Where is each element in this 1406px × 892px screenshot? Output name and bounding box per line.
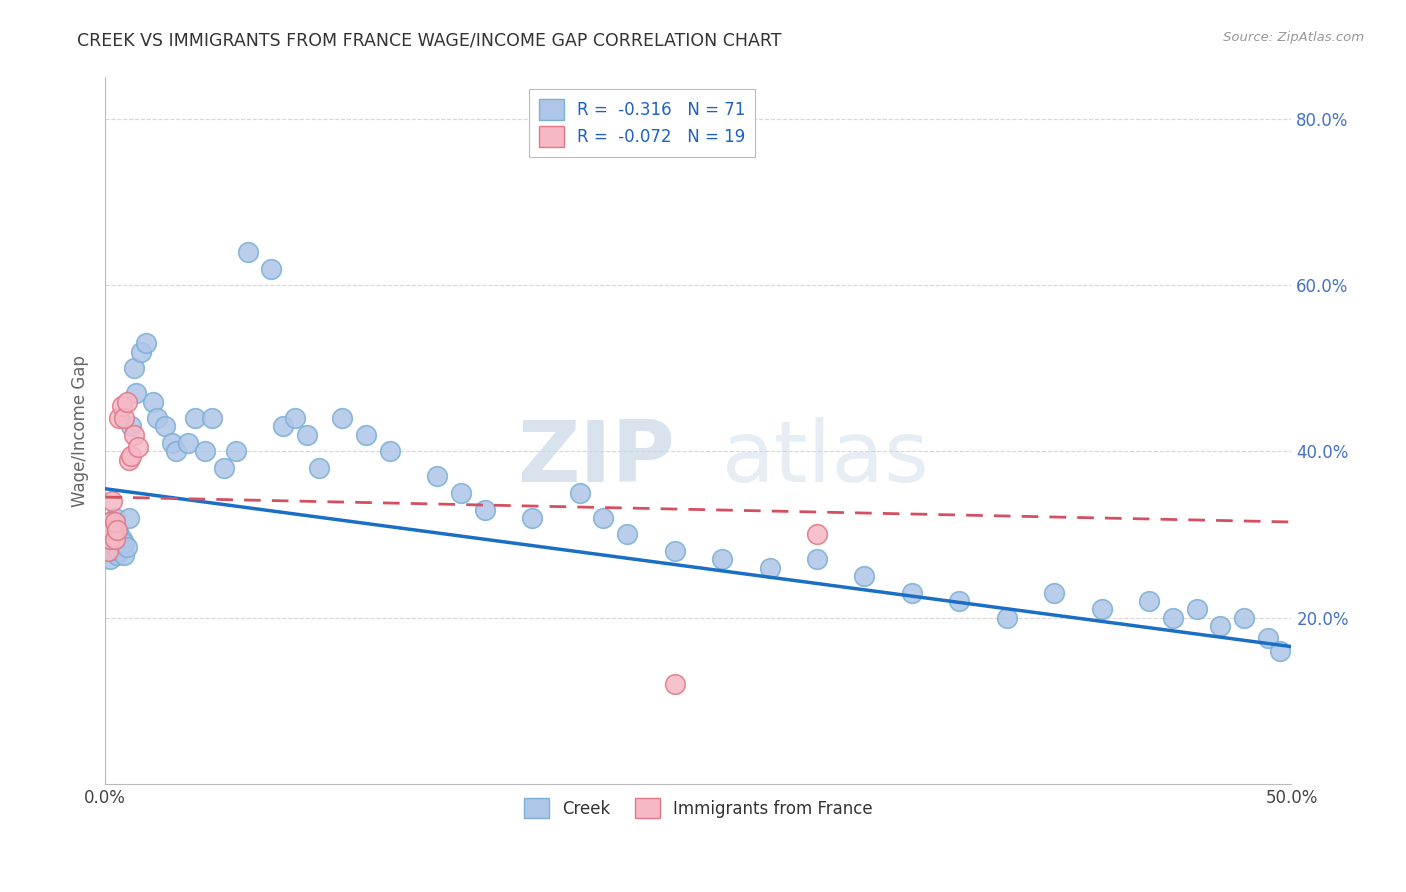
Point — [1257, 632, 1279, 646]
Point — [378, 444, 401, 458]
Point — [101, 532, 124, 546]
Point — [165, 444, 187, 458]
Point — [97, 532, 120, 546]
Point — [568, 486, 591, 500]
Point — [194, 444, 217, 458]
Point — [101, 519, 124, 533]
Point — [664, 677, 686, 691]
Point — [97, 527, 120, 541]
Point — [806, 552, 828, 566]
Point — [105, 524, 128, 538]
Point — [98, 527, 121, 541]
Point — [901, 585, 924, 599]
Point — [101, 494, 124, 508]
Point — [995, 610, 1018, 624]
Point — [295, 427, 318, 442]
Point — [1233, 610, 1256, 624]
Point — [112, 548, 135, 562]
Text: atlas: atlas — [723, 417, 929, 500]
Point — [1185, 602, 1208, 616]
Point — [153, 419, 176, 434]
Point — [98, 552, 121, 566]
Point — [426, 469, 449, 483]
Point — [450, 486, 472, 500]
Point — [108, 527, 131, 541]
Point — [354, 427, 377, 442]
Point — [1043, 585, 1066, 599]
Point — [1209, 619, 1232, 633]
Point — [104, 540, 127, 554]
Point — [127, 440, 149, 454]
Point — [135, 336, 157, 351]
Point — [97, 540, 120, 554]
Point — [101, 544, 124, 558]
Point — [104, 527, 127, 541]
Point — [1161, 610, 1184, 624]
Point — [112, 411, 135, 425]
Text: ZIP: ZIP — [517, 417, 675, 500]
Point — [104, 511, 127, 525]
Point — [122, 427, 145, 442]
Point — [146, 411, 169, 425]
Point — [111, 532, 134, 546]
Point — [118, 452, 141, 467]
Point — [806, 527, 828, 541]
Point — [115, 394, 138, 409]
Text: CREEK VS IMMIGRANTS FROM FRANCE WAGE/INCOME GAP CORRELATION CHART: CREEK VS IMMIGRANTS FROM FRANCE WAGE/INC… — [77, 31, 782, 49]
Point — [142, 394, 165, 409]
Point — [664, 544, 686, 558]
Point — [97, 524, 120, 538]
Point — [711, 552, 734, 566]
Point — [758, 560, 780, 574]
Point — [260, 261, 283, 276]
Point — [177, 436, 200, 450]
Point — [97, 544, 120, 558]
Point — [108, 411, 131, 425]
Point — [160, 436, 183, 450]
Y-axis label: Wage/Income Gap: Wage/Income Gap — [72, 355, 89, 507]
Point — [101, 524, 124, 538]
Point — [948, 594, 970, 608]
Point — [104, 532, 127, 546]
Point — [592, 511, 614, 525]
Point — [104, 515, 127, 529]
Point — [184, 411, 207, 425]
Text: Source: ZipAtlas.com: Source: ZipAtlas.com — [1223, 31, 1364, 45]
Point — [115, 540, 138, 554]
Point — [98, 532, 121, 546]
Point — [111, 540, 134, 554]
Point — [98, 515, 121, 529]
Point — [129, 344, 152, 359]
Point — [201, 411, 224, 425]
Point — [108, 544, 131, 558]
Point — [853, 569, 876, 583]
Point — [120, 419, 142, 434]
Point — [105, 532, 128, 546]
Legend: Creek, Immigrants from France: Creek, Immigrants from France — [517, 791, 880, 825]
Point — [308, 461, 330, 475]
Point — [522, 511, 544, 525]
Point — [125, 386, 148, 401]
Point — [271, 419, 294, 434]
Point — [112, 535, 135, 549]
Point — [120, 449, 142, 463]
Point — [105, 548, 128, 562]
Point — [111, 399, 134, 413]
Point — [236, 244, 259, 259]
Point — [118, 511, 141, 525]
Point — [284, 411, 307, 425]
Point — [474, 502, 496, 516]
Point — [1268, 644, 1291, 658]
Point — [1137, 594, 1160, 608]
Point — [332, 411, 354, 425]
Point — [1091, 602, 1114, 616]
Point — [212, 461, 235, 475]
Point — [98, 515, 121, 529]
Point — [225, 444, 247, 458]
Point — [122, 361, 145, 376]
Point — [616, 527, 638, 541]
